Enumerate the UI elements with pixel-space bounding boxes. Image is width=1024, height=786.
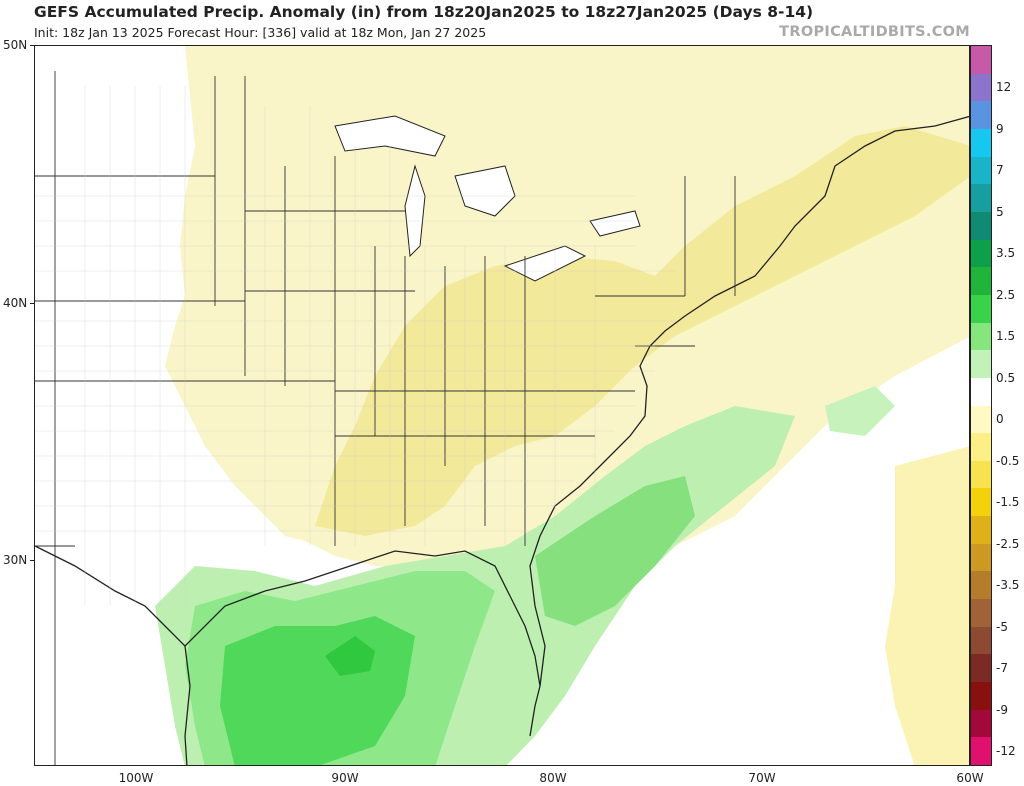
colorbar-segment: [971, 184, 991, 213]
colorbar-label: 2.5: [996, 287, 1016, 302]
colorbar-segment: [971, 350, 991, 379]
chart-title: GEFS Accumulated Precip. Anomaly (in) fr…: [34, 3, 814, 21]
lat-label-30n: 30N: [3, 553, 28, 567]
wet-anomaly-region-gulf-peak: [325, 636, 375, 676]
colorbar-segment: [971, 211, 991, 241]
lat-tick-40n: [30, 303, 34, 304]
colorbar-label: -12: [996, 744, 1016, 759]
colorbar: [970, 45, 992, 766]
lon-label-70w: 70W: [748, 771, 776, 785]
great-lakes: [334, 115, 641, 282]
colorbar-segment: [971, 156, 991, 185]
colorbar-segment: [971, 626, 991, 655]
lat-tick-50n: [30, 45, 34, 46]
colorbar-segment: [971, 405, 991, 434]
chart-subtitle: Init: 18z Jan 13 2025 Forecast Hour: [33…: [34, 25, 487, 40]
colorbar-label: -7: [996, 661, 1008, 676]
colorbar-label: -0.5: [996, 453, 1020, 468]
colorbar-label: 0.5: [996, 370, 1016, 385]
wet-anomaly-region-offshore: [825, 386, 895, 436]
precip-anomaly-map: [34, 45, 970, 766]
colorbar-label: 0: [996, 412, 1004, 427]
colorbar-segment: [971, 488, 991, 517]
colorbar-label: -5: [996, 619, 1008, 634]
lon-label-60w: 60W: [956, 771, 984, 785]
colorbar-segment: [971, 101, 991, 130]
lat-label-40n: 40N: [3, 296, 28, 310]
colorbar-label: -2.5: [996, 536, 1020, 551]
colorbar-label: 12: [996, 80, 1012, 95]
lon-label-100w: 100W: [118, 771, 154, 785]
colorbar-label: -9: [996, 702, 1008, 717]
colorbar-segment: [971, 599, 991, 628]
colorbar-segment: [971, 516, 991, 545]
lat-tick-30n: [30, 560, 34, 561]
colorbar-label: 7: [996, 163, 1004, 178]
colorbar-segment: [971, 128, 991, 158]
lat-label-50n: 50N: [3, 38, 28, 52]
colorbar-label: 1.5: [996, 329, 1016, 344]
colorbar-segment: [971, 737, 991, 766]
lon-label-80w: 80W: [539, 771, 567, 785]
colorbar-segment: [971, 377, 991, 406]
colorbar-segment: [971, 294, 991, 324]
county-lines: [35, 86, 675, 606]
brand-watermark: TROPICALTIDBITS.COM: [779, 24, 970, 40]
colorbar-segment: [971, 322, 991, 351]
colorbar-segment: [971, 46, 991, 75]
colorbar-label: -1.5: [996, 495, 1020, 510]
colorbar-label: 5: [996, 204, 1004, 219]
colorbar-segment: [971, 267, 991, 296]
colorbar-label: 9: [996, 121, 1004, 136]
wet-anomaly-region-atlantic: [535, 476, 695, 626]
colorbar-segment: [971, 433, 991, 462]
colorbar-label: -3.5: [996, 578, 1020, 593]
colorbar-segment: [971, 571, 991, 600]
colorbar-segment: [971, 682, 991, 711]
dry-anomaly-region-atlantic: [885, 446, 969, 765]
colorbar-label: 3.5: [996, 246, 1016, 261]
map-canvas: [35, 46, 969, 765]
colorbar-segment: [971, 709, 991, 738]
colorbar-segment: [971, 460, 991, 489]
dry-anomaly-region-core: [315, 126, 969, 536]
lon-label-90w: 90W: [331, 771, 359, 785]
colorbar-segment: [971, 543, 991, 572]
colorbar-segment: [971, 73, 991, 102]
colorbar-segment: [971, 654, 991, 683]
colorbar-segment: [971, 239, 991, 268]
